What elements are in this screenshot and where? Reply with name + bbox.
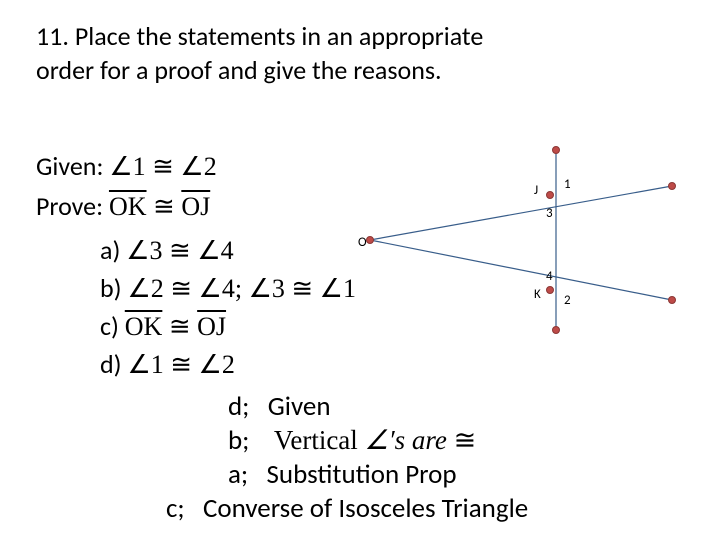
prompt-text-1: Place the statements in an appropriate bbox=[75, 20, 483, 52]
item-d: d) ∠1 ≅ ∠2 bbox=[100, 348, 235, 380]
item-b-text: ∠2 ≅ ∠4; ∠3 ≅ ∠1 bbox=[127, 274, 356, 303]
item-d-label: d) bbox=[100, 348, 122, 380]
svg-text:3: 3 bbox=[546, 206, 553, 221]
answer-c-letter: c; bbox=[166, 492, 185, 525]
item-d-text: ∠1 ≅ ∠2 bbox=[127, 350, 234, 379]
prove-line: Prove: OK ≅ OJ bbox=[36, 190, 210, 222]
item-a: a) ∠3 ≅ ∠4 bbox=[100, 234, 234, 266]
page: 11. Place the statements in an appropria… bbox=[0, 0, 720, 540]
item-c-seg1: OK bbox=[125, 312, 163, 341]
problem-number: 11. bbox=[36, 20, 69, 52]
item-c-mid: ≅ bbox=[162, 312, 197, 341]
item-c-seg2: OJ bbox=[197, 312, 226, 341]
answer-d-reason: Given bbox=[268, 390, 331, 423]
svg-text:O: O bbox=[358, 235, 367, 250]
prove-label: Prove: bbox=[36, 190, 103, 222]
answer-row-b: b; Vertical ∠′s are ≅ bbox=[228, 424, 476, 457]
svg-text:J: J bbox=[534, 183, 538, 198]
svg-text:K: K bbox=[534, 287, 541, 302]
answer-row-a: a; Substitution Prop bbox=[228, 458, 457, 491]
answer-a-reason: Substitution Prop bbox=[266, 458, 456, 491]
svg-text:2: 2 bbox=[564, 293, 571, 308]
svg-text:1: 1 bbox=[564, 177, 571, 192]
answer-b-letter: b; bbox=[228, 424, 249, 457]
item-b-label: b) bbox=[100, 272, 122, 304]
given-label: Given: bbox=[36, 150, 103, 182]
answer-row-c: c; Converse of Isosceles Triangle bbox=[166, 492, 528, 525]
item-b: b) ∠2 ≅ ∠4; ∠3 ≅ ∠1 bbox=[100, 272, 356, 304]
prove-seg1: OK bbox=[109, 192, 147, 221]
item-a-label: a) bbox=[100, 234, 120, 266]
svg-text:4: 4 bbox=[546, 269, 553, 284]
answer-b-pre: Vertical bbox=[274, 425, 365, 455]
item-c: c) OK ≅ OJ bbox=[100, 310, 226, 342]
problem-prompt-line2: order for a proof and give the reasons. bbox=[36, 54, 442, 86]
answer-c-reason: Converse of Isosceles Triangle bbox=[203, 492, 528, 525]
answer-a-letter: a; bbox=[228, 458, 248, 491]
item-c-label: c) bbox=[100, 310, 119, 342]
prove-mid: ≅ bbox=[147, 192, 182, 221]
prove-seg2: OJ bbox=[181, 192, 210, 221]
problem-prompt-line1: 11. Place the statements in an appropria… bbox=[36, 20, 483, 52]
answer-b-mid: ∠′s are bbox=[365, 425, 447, 455]
given-line: Given: ∠1 ≅ ∠2 bbox=[36, 150, 217, 182]
answer-d-letter: d; bbox=[228, 390, 249, 423]
item-a-text: ∠3 ≅ ∠4 bbox=[126, 236, 233, 265]
geometry-diagram: O J K 1 2 3 4 bbox=[340, 140, 690, 340]
answer-row-d: d; Given bbox=[228, 390, 331, 423]
given-expr: ∠1 ≅ ∠2 bbox=[109, 152, 216, 181]
answer-b-post: ≅ bbox=[447, 425, 476, 455]
